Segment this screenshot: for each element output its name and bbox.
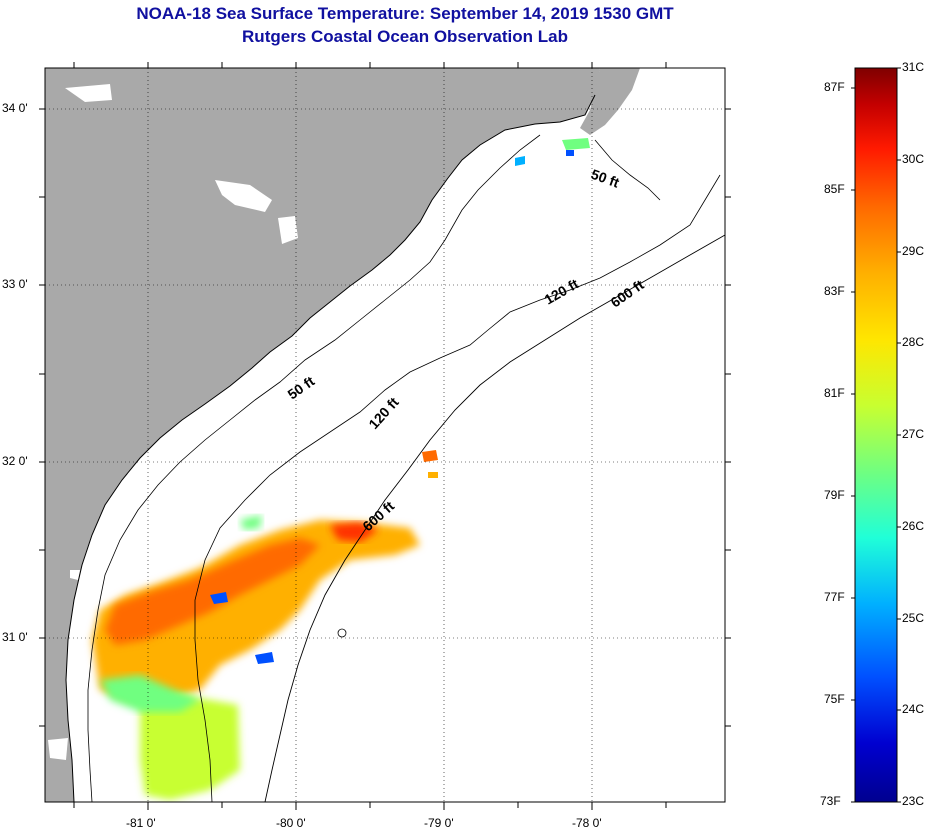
contour-50ft-north: [594, 139, 661, 201]
ticks: [39, 62, 731, 810]
lon-label: -78 0': [572, 816, 602, 830]
colorbar-c-label: 30C: [902, 152, 925, 166]
coastline: [65, 94, 596, 802]
colorbar-c-label: 26C: [902, 519, 925, 533]
colorbar-c-label: 25C: [902, 611, 925, 625]
sst-data: [92, 138, 590, 800]
cloud-patch: [65, 84, 112, 102]
lat-label: 34 0': [2, 101, 28, 115]
colorbar-f-label: 83F: [824, 284, 845, 298]
colorbar-c-label: 23C: [902, 794, 925, 808]
lat-label: 31 0': [2, 630, 28, 644]
cloud-patch: [48, 738, 68, 760]
colorbar-f-label: 79F: [824, 488, 845, 502]
contour-50ft: [87, 134, 541, 802]
colorbar-f-label: 75F: [824, 692, 845, 706]
land-mass: [45, 68, 600, 802]
colorbar-f-label: 73F: [820, 794, 841, 808]
colorbar-c-label: 28C: [902, 335, 925, 349]
grid: [45, 68, 725, 802]
colorbar-c-label: 24C: [902, 702, 925, 716]
lat-label: 33 0': [2, 277, 28, 291]
colorbar-f-label: 77F: [824, 590, 845, 604]
land-cape: [580, 68, 640, 135]
colorbar-c-label: 31C: [902, 60, 925, 74]
contour-120ft: [194, 174, 721, 802]
lat-label: 32 0': [2, 454, 28, 468]
colorbar-f-label: 81F: [824, 386, 845, 400]
colorbar-ticks: [851, 67, 901, 803]
lon-label: -80 0': [276, 816, 306, 830]
lon-label: -81 0': [126, 816, 156, 830]
colorbar: [854, 67, 898, 803]
cloud-patch: [215, 180, 272, 212]
map-frame: [44, 67, 726, 803]
lon-label: -79 0': [424, 816, 454, 830]
cloud-patch: [278, 216, 298, 244]
colorbar-f-label: 85F: [824, 182, 845, 196]
island-marker: [337, 628, 347, 638]
map-title: NOAA-18 Sea Surface Temperature: Septemb…: [136, 4, 674, 23]
contour-600ft: [264, 234, 725, 802]
map-subtitle: Rutgers Coastal Ocean Observation Lab: [242, 27, 568, 46]
colorbar-c-label: 27C: [902, 427, 925, 441]
colorbar-c-label: 29C: [902, 244, 925, 258]
cloud-patch: [70, 570, 80, 580]
colorbar-f-label: 87F: [824, 80, 845, 94]
